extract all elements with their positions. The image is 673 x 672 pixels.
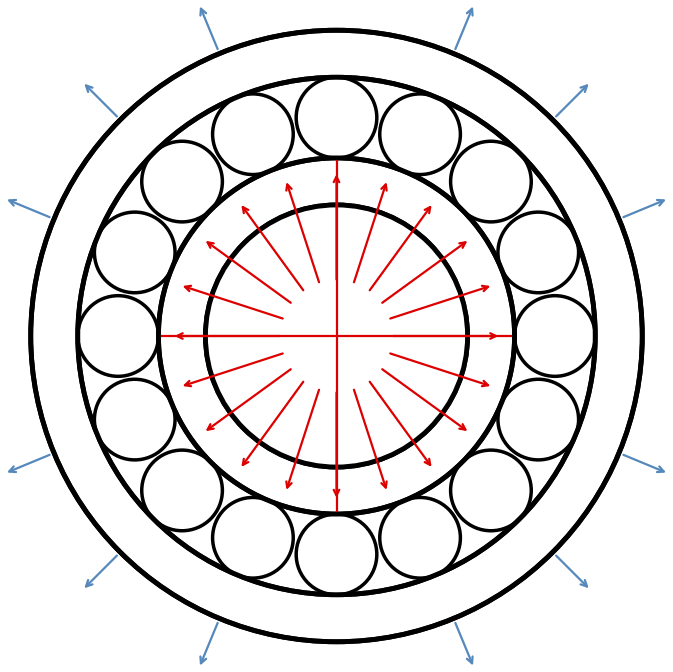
- Circle shape: [94, 379, 175, 460]
- Circle shape: [451, 141, 531, 222]
- Circle shape: [78, 296, 158, 376]
- Circle shape: [451, 450, 531, 531]
- Circle shape: [213, 497, 293, 578]
- Circle shape: [515, 296, 595, 376]
- Circle shape: [31, 30, 642, 642]
- Circle shape: [31, 30, 642, 642]
- Circle shape: [213, 94, 293, 175]
- Circle shape: [142, 141, 222, 222]
- Circle shape: [78, 77, 595, 595]
- Circle shape: [296, 514, 377, 595]
- Circle shape: [498, 379, 579, 460]
- Circle shape: [94, 212, 175, 293]
- Circle shape: [142, 450, 222, 531]
- Circle shape: [498, 212, 579, 293]
- Circle shape: [380, 497, 460, 578]
- Circle shape: [205, 205, 468, 467]
- Circle shape: [158, 158, 515, 514]
- Circle shape: [296, 77, 377, 158]
- Circle shape: [205, 205, 468, 467]
- Circle shape: [380, 94, 460, 175]
